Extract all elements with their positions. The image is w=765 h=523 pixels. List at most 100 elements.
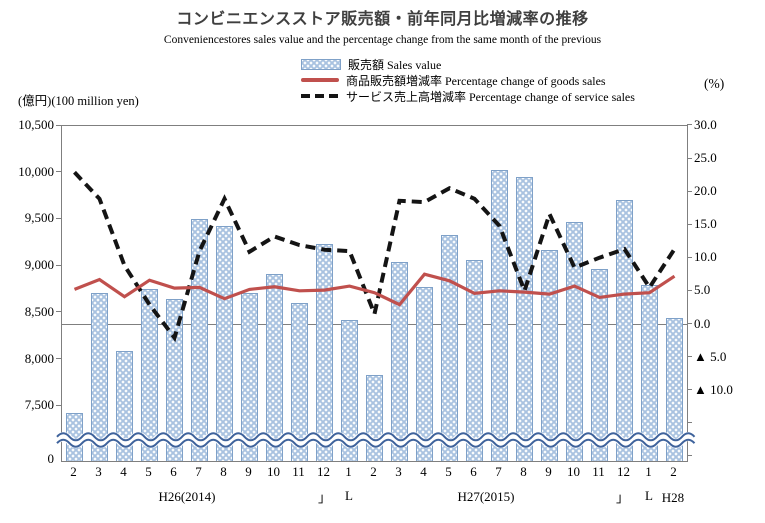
left-axis-tick-label: 9,000	[24, 257, 54, 273]
right-axis-tick-label: 20.0	[694, 183, 717, 199]
left-axis-tick	[56, 358, 61, 360]
left-axis-tick-label: 0	[47, 451, 55, 466]
sales-value-bar	[166, 298, 183, 461]
year-separator-open-icon: L	[645, 488, 653, 503]
left-axis-tick-label: 9,500	[24, 210, 54, 226]
sales-value-bar	[191, 218, 208, 461]
right-axis-tick	[687, 256, 692, 258]
year-label-h26: H26(2014)	[158, 489, 216, 504]
right-axis-tick	[687, 289, 692, 291]
year-label-h27: H27(2015)	[457, 489, 515, 504]
month-tick-label: 11	[292, 463, 305, 479]
month-tick-label: 2	[670, 463, 677, 479]
month-tick-label: 3	[95, 463, 102, 479]
month-tick-label: 12	[617, 463, 630, 479]
month-tick-label: 2	[370, 463, 377, 479]
legend-label: サービス売上高増減率 Percentage change of service …	[346, 89, 635, 104]
right-axis-tick-label: 15.0	[694, 216, 717, 232]
sales-value-bar	[466, 259, 483, 461]
legend-item-service-sales: サービス売上高増減率 Percentage change of service …	[301, 88, 635, 104]
month-tick-label: 2	[70, 463, 77, 479]
right-axis-tick-label: ▲ 5.0	[694, 348, 727, 364]
sales-value-bar	[666, 317, 683, 461]
chart-lines-layer	[53, 170, 698, 448]
legend-label: 販売額 Sales value	[348, 57, 442, 72]
sales-value-bar	[116, 351, 133, 461]
month-tick-label: 7	[495, 463, 502, 479]
legend-label: 商品販売額増減率 Percentage change of goods sale…	[346, 73, 606, 88]
left-axis-tick	[56, 404, 61, 406]
left-axis-tick	[56, 264, 61, 266]
right-axis-tick-label: 25.0	[694, 150, 717, 166]
month-tick-label: 1	[645, 463, 652, 479]
sales-value-bar	[441, 235, 458, 461]
left-axis-tick-label: 10,500	[18, 117, 54, 132]
axis-break-wave-bottom	[56, 438, 696, 448]
right-axis-tick	[687, 323, 692, 324]
month-tick-label: 5	[145, 463, 152, 479]
year-separator-open-icon: L	[345, 488, 353, 503]
right-axis-tick	[687, 223, 692, 225]
right-axis-tick-label: 0.0	[694, 315, 711, 331]
sales-value-bar	[316, 243, 333, 461]
sales-value-bar	[291, 302, 308, 461]
left-axis-tick-label: 8,000	[24, 350, 54, 366]
sales-value-bar	[616, 199, 633, 461]
legend-item-sales-value: 販売額 Sales value	[301, 56, 635, 72]
right-axis-unit-label: (%)	[704, 76, 725, 91]
year-separator-close-icon: 」	[318, 490, 332, 505]
right-axis-tick	[687, 422, 692, 424]
chart-title: コンビニエンスストア販売額・前年同月比増減率の推移	[176, 11, 589, 28]
sales-value-bar	[241, 293, 258, 461]
month-tick-label: 5	[445, 463, 452, 479]
sales-value-bar	[141, 288, 158, 461]
left-axis-tick-label: 7,500	[24, 397, 54, 413]
month-tick-label: 11	[592, 463, 605, 479]
sales-value-bar	[416, 286, 433, 461]
axis-break-wave-top	[56, 432, 696, 442]
month-tick-label: 1	[345, 463, 352, 479]
month-tick-label: 4	[420, 463, 427, 479]
month-tick-label: 8	[220, 463, 227, 479]
month-tick-label: 7	[195, 463, 202, 479]
right-axis-tick-label: 5.0	[694, 282, 711, 298]
bar-swatch-icon	[301, 58, 341, 70]
sales-value-bar	[516, 177, 533, 461]
month-tick-label: 9	[545, 463, 552, 479]
right-axis-tick	[687, 356, 692, 358]
sales-value-bar	[641, 284, 658, 461]
service-sales-dashed-line	[73, 170, 677, 343]
right-axis-tick	[687, 157, 692, 159]
dashed-line-swatch-icon	[301, 94, 339, 98]
left-axis-tick	[56, 217, 61, 219]
right-axis-tick	[687, 190, 692, 192]
sales-value-bar	[491, 169, 508, 461]
left-axis-tick	[56, 124, 61, 126]
solid-line-swatch-icon	[301, 78, 339, 82]
year-label-h28: H28	[661, 490, 685, 505]
sales-value-bar	[391, 262, 408, 461]
month-tick-label: 9	[245, 463, 252, 479]
plot-area	[53, 125, 698, 462]
sales-value-bar	[591, 268, 608, 461]
legend-item-goods-sales: 商品販売額増減率 Percentage change of goods sale…	[301, 72, 635, 88]
left-axis-tick	[56, 171, 61, 173]
right-axis-tick-label: ▲ 10.0	[694, 381, 733, 397]
zero-percent-gridline	[62, 324, 687, 325]
axis-break-wave-band	[53, 432, 698, 448]
sales-value-bar	[266, 273, 283, 461]
right-axis-tick-label: 30.0	[694, 116, 717, 132]
sales-value-bar	[566, 222, 583, 461]
month-tick-label: 6	[170, 463, 177, 479]
sales-value-bar	[216, 225, 233, 461]
right-axis-tick	[687, 455, 692, 457]
left-axis-unit-label: (億円)(100 million yen)	[18, 94, 139, 108]
left-axis-tick	[56, 311, 61, 313]
month-tick-label: 10	[567, 463, 580, 479]
chart-subtitle: Conveniencestores sales value and the pe…	[163, 34, 602, 46]
sales-value-bar	[91, 293, 108, 461]
left-axis-tick-label: 8,500	[24, 303, 54, 319]
sales-value-bar	[341, 320, 358, 461]
month-tick-label: 12	[317, 463, 330, 479]
